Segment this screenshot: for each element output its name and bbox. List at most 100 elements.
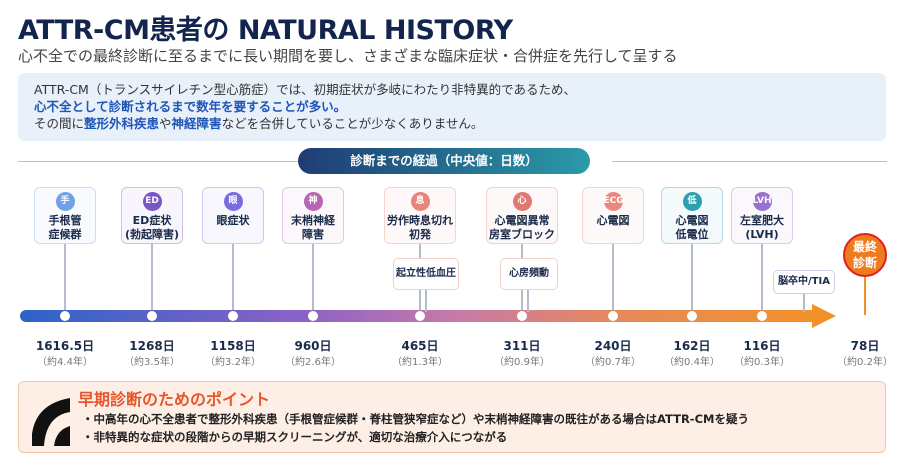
event-years: （約1.3年） (392, 357, 448, 368)
event-days: 1616.5日 (35, 339, 95, 353)
event-years: （約3.2年） (205, 357, 261, 368)
divider (18, 161, 298, 162)
stem (425, 290, 427, 312)
timeline-dot (60, 311, 70, 321)
event-label: ED症状 (132, 214, 172, 227)
text: その間に (34, 116, 85, 131)
event-icon: ECG (603, 192, 624, 211)
event-card: LVH 左室肥大 (LVH) (731, 187, 793, 244)
section-title: 診断までの経過（中央値：日数） (298, 148, 590, 174)
timeline-dot (687, 311, 697, 321)
event-days: 116日 (743, 339, 781, 353)
timeline-dot (517, 311, 527, 321)
timeline-dot (228, 311, 238, 321)
timeline-dot (147, 311, 157, 321)
event-icon: 低 (682, 192, 702, 211)
event-years: （約4.4年） (37, 357, 93, 368)
event-icon: 眼 (223, 192, 243, 211)
event-icon: 息 (410, 192, 430, 211)
text: などを合併していることが少なくありません。 (221, 116, 484, 131)
highlight-ortho: 整形外科疾患 (84, 116, 160, 131)
page-title: ATTR-CM患者の NATURAL HISTORY (18, 15, 513, 46)
event-label: 低電位 (675, 228, 709, 241)
stem (612, 244, 614, 314)
stem (864, 277, 866, 315)
event-label: 労作時息切れ (387, 214, 453, 227)
event-label: 左室肥大 (740, 214, 784, 227)
stem (761, 244, 763, 314)
stem (151, 244, 153, 314)
point-item: ・非特異的な症状の段階からの早期スクリーニングが、適切な治療介入につながる (82, 430, 508, 444)
event-days: 1268日 (129, 339, 175, 353)
final-days: 78日 (850, 339, 880, 353)
event-icon: 神 (303, 192, 323, 211)
sub-event-orthostatic: 起立性低血圧 (393, 258, 459, 290)
sub-event-atrial: 心房頻動 (500, 258, 558, 290)
stem (803, 294, 805, 312)
signal-icon (30, 396, 72, 450)
final-line2: 診断 (852, 256, 877, 270)
event-icon: LVH (752, 192, 772, 211)
info-line-1: ATTR-CM（トランスサイレチン型心筋症）では、初期症状が多岐にわたり非特異的… (34, 82, 576, 97)
event-label: 心電図 (596, 214, 630, 227)
event-label: (勃起障害) (124, 228, 180, 241)
event-icon: 心 (512, 192, 532, 211)
divider (612, 161, 887, 162)
timeline-dot (757, 311, 767, 321)
event-label: 房室ブロック (489, 228, 555, 241)
info-line-2: 心不全として診断されるまで数年を要することが多い。 (34, 99, 347, 114)
event-card: ED ED症状 (勃起障害) (121, 187, 183, 244)
event-label: 眼症状 (216, 214, 250, 227)
event-label: 心電図異常 (494, 214, 550, 227)
event-years: （約3.5年） (124, 357, 180, 368)
event-days: 960日 (294, 339, 332, 353)
event-label: 症候群 (48, 228, 82, 241)
info-line-3: その間に整形外科疾患や神経障害などを合併していることが少なくありません。 (34, 115, 870, 132)
highlight-neuro: 神経障害 (171, 116, 222, 131)
event-days: 1158日 (210, 339, 256, 353)
event-days: 465日 (401, 339, 439, 353)
stem (312, 244, 314, 314)
page-subtitle: 心不全での最終診断に至るまでに長い期間を要し、さまざまな臨床症状・合併症を先行し… (18, 47, 678, 65)
arrow-head-icon (812, 304, 836, 328)
event-card: 手手根管 症候群 (34, 187, 96, 244)
event-label: 初発 (409, 228, 431, 241)
event-label: 末梢神経 (291, 214, 335, 227)
stem (527, 290, 529, 312)
stem (232, 244, 234, 314)
final-diagnosis-badge: 最終 診断 (843, 233, 887, 277)
point-item: ・中高年の心不全患者で整形外科疾患（手根管症候群・脊柱管狭窄症など）や末梢神経障… (82, 412, 749, 426)
stem (64, 244, 66, 314)
event-years: （約0.3年） (734, 357, 790, 368)
event-card: ECG 心電図 (582, 187, 644, 244)
points-box (18, 381, 886, 453)
event-days: 162日 (673, 339, 711, 353)
event-card: 心心電図異常 房室ブロック (486, 187, 558, 244)
event-label: 手根管 (48, 214, 82, 227)
info-box: ATTR-CM（トランスサイレチン型心筋症）では、初期症状が多岐にわたり非特異的… (18, 73, 886, 141)
stem (691, 244, 693, 314)
sub-event-stroke: 脳卒中/TIA (773, 270, 835, 294)
event-label: 障害 (302, 228, 324, 241)
event-label: (LVH) (745, 228, 779, 241)
timeline-dot (415, 311, 425, 321)
timeline-dot (608, 311, 618, 321)
event-days: 311日 (503, 339, 541, 353)
event-years: （約2.6年） (285, 357, 341, 368)
text: や (159, 116, 172, 131)
event-icon: 手 (55, 192, 75, 211)
event-days: 240日 (594, 339, 632, 353)
event-years: （約0.7年） (585, 357, 641, 368)
event-card: 息労作時息切れ 初発 (384, 187, 456, 244)
final-line1: 最終 (852, 240, 877, 254)
event-card: 神末梢神経 障害 (282, 187, 344, 244)
event-icon: ED (142, 192, 162, 211)
points-title: 早期診断のためのポイント (78, 390, 271, 409)
event-card: 眼眼症状 (202, 187, 264, 244)
event-label: 心電図 (675, 214, 709, 227)
event-years: （約0.9年） (494, 357, 550, 368)
timeline-dot (308, 311, 318, 321)
event-card: 低心電図 低電位 (661, 187, 723, 244)
event-years: （約0.4年） (664, 357, 720, 368)
final-years: （約0.2年） (837, 357, 893, 368)
